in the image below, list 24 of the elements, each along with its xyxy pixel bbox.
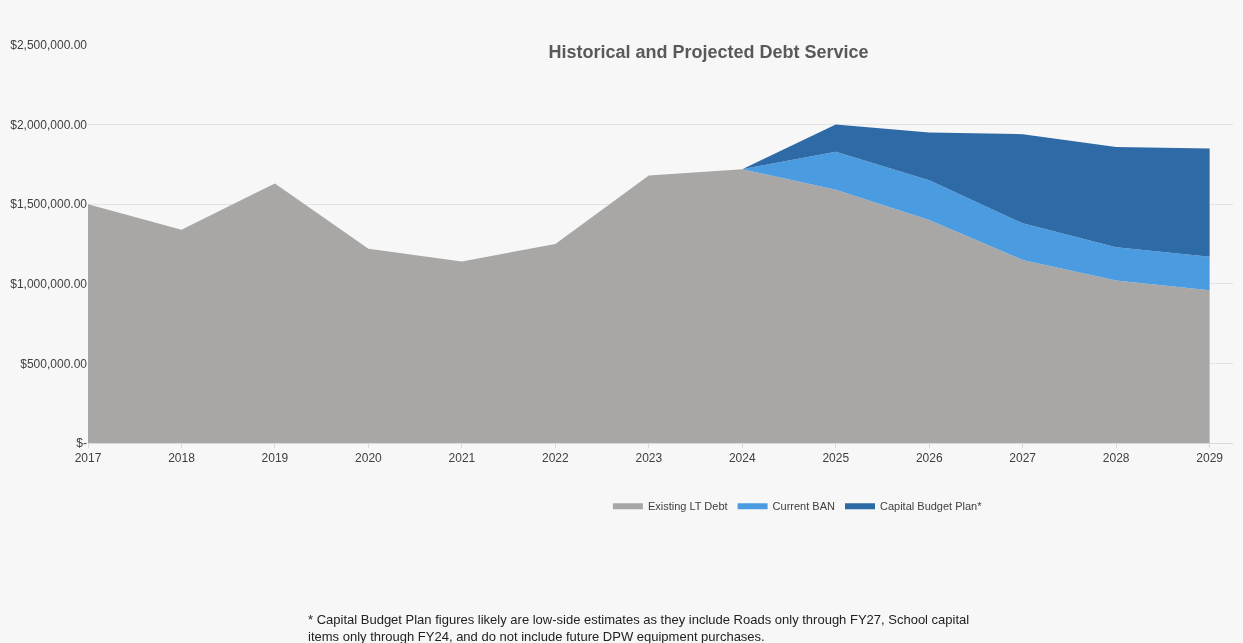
legend-label: Capital Budget Plan* [880, 499, 983, 512]
y-tick-label: $500,000.00 [20, 356, 88, 371]
legend-label: Current BAN [772, 499, 835, 512]
text: * Capital Budget Plan figures likely are low-side estimates as they include Roads only through FY27, School capital items only through FY24, and do not include future DPW equipment purchases. [308, 612, 970, 643]
y-tick-label: $1,000,000.00 [10, 277, 88, 291]
x-tick-label: 2023 [635, 451, 663, 466]
y-tick-label: $2,000,000.00 [10, 117, 88, 132]
x-tick-label: 2028 [1102, 451, 1130, 466]
x-tick-label: 2018 [168, 451, 196, 466]
x-tick-label: 2022 [542, 451, 570, 466]
legend-label: Existing LT Debt [647, 499, 728, 512]
x-tick-label: 2020 [355, 451, 383, 466]
x-tick-label: 2025 [822, 451, 850, 466]
x-tick-label: 2024 [728, 451, 756, 466]
y-tick-label: $1,500,000.00 [10, 197, 88, 212]
x-tick-label: 2029 [1196, 451, 1224, 466]
chart-title: Historical and Projected Debt Service [548, 41, 869, 62]
y-tick-label: $2,500,000.00 [10, 38, 88, 53]
y-tick-label: $- [76, 436, 87, 451]
x-tick-label: 2026 [915, 451, 943, 466]
x-tick-label: 2019 [261, 451, 289, 466]
x-tick-label: 2017 [74, 451, 102, 466]
x-tick-label: 2027 [1009, 451, 1037, 466]
x-tick-label: 2021 [448, 451, 476, 466]
